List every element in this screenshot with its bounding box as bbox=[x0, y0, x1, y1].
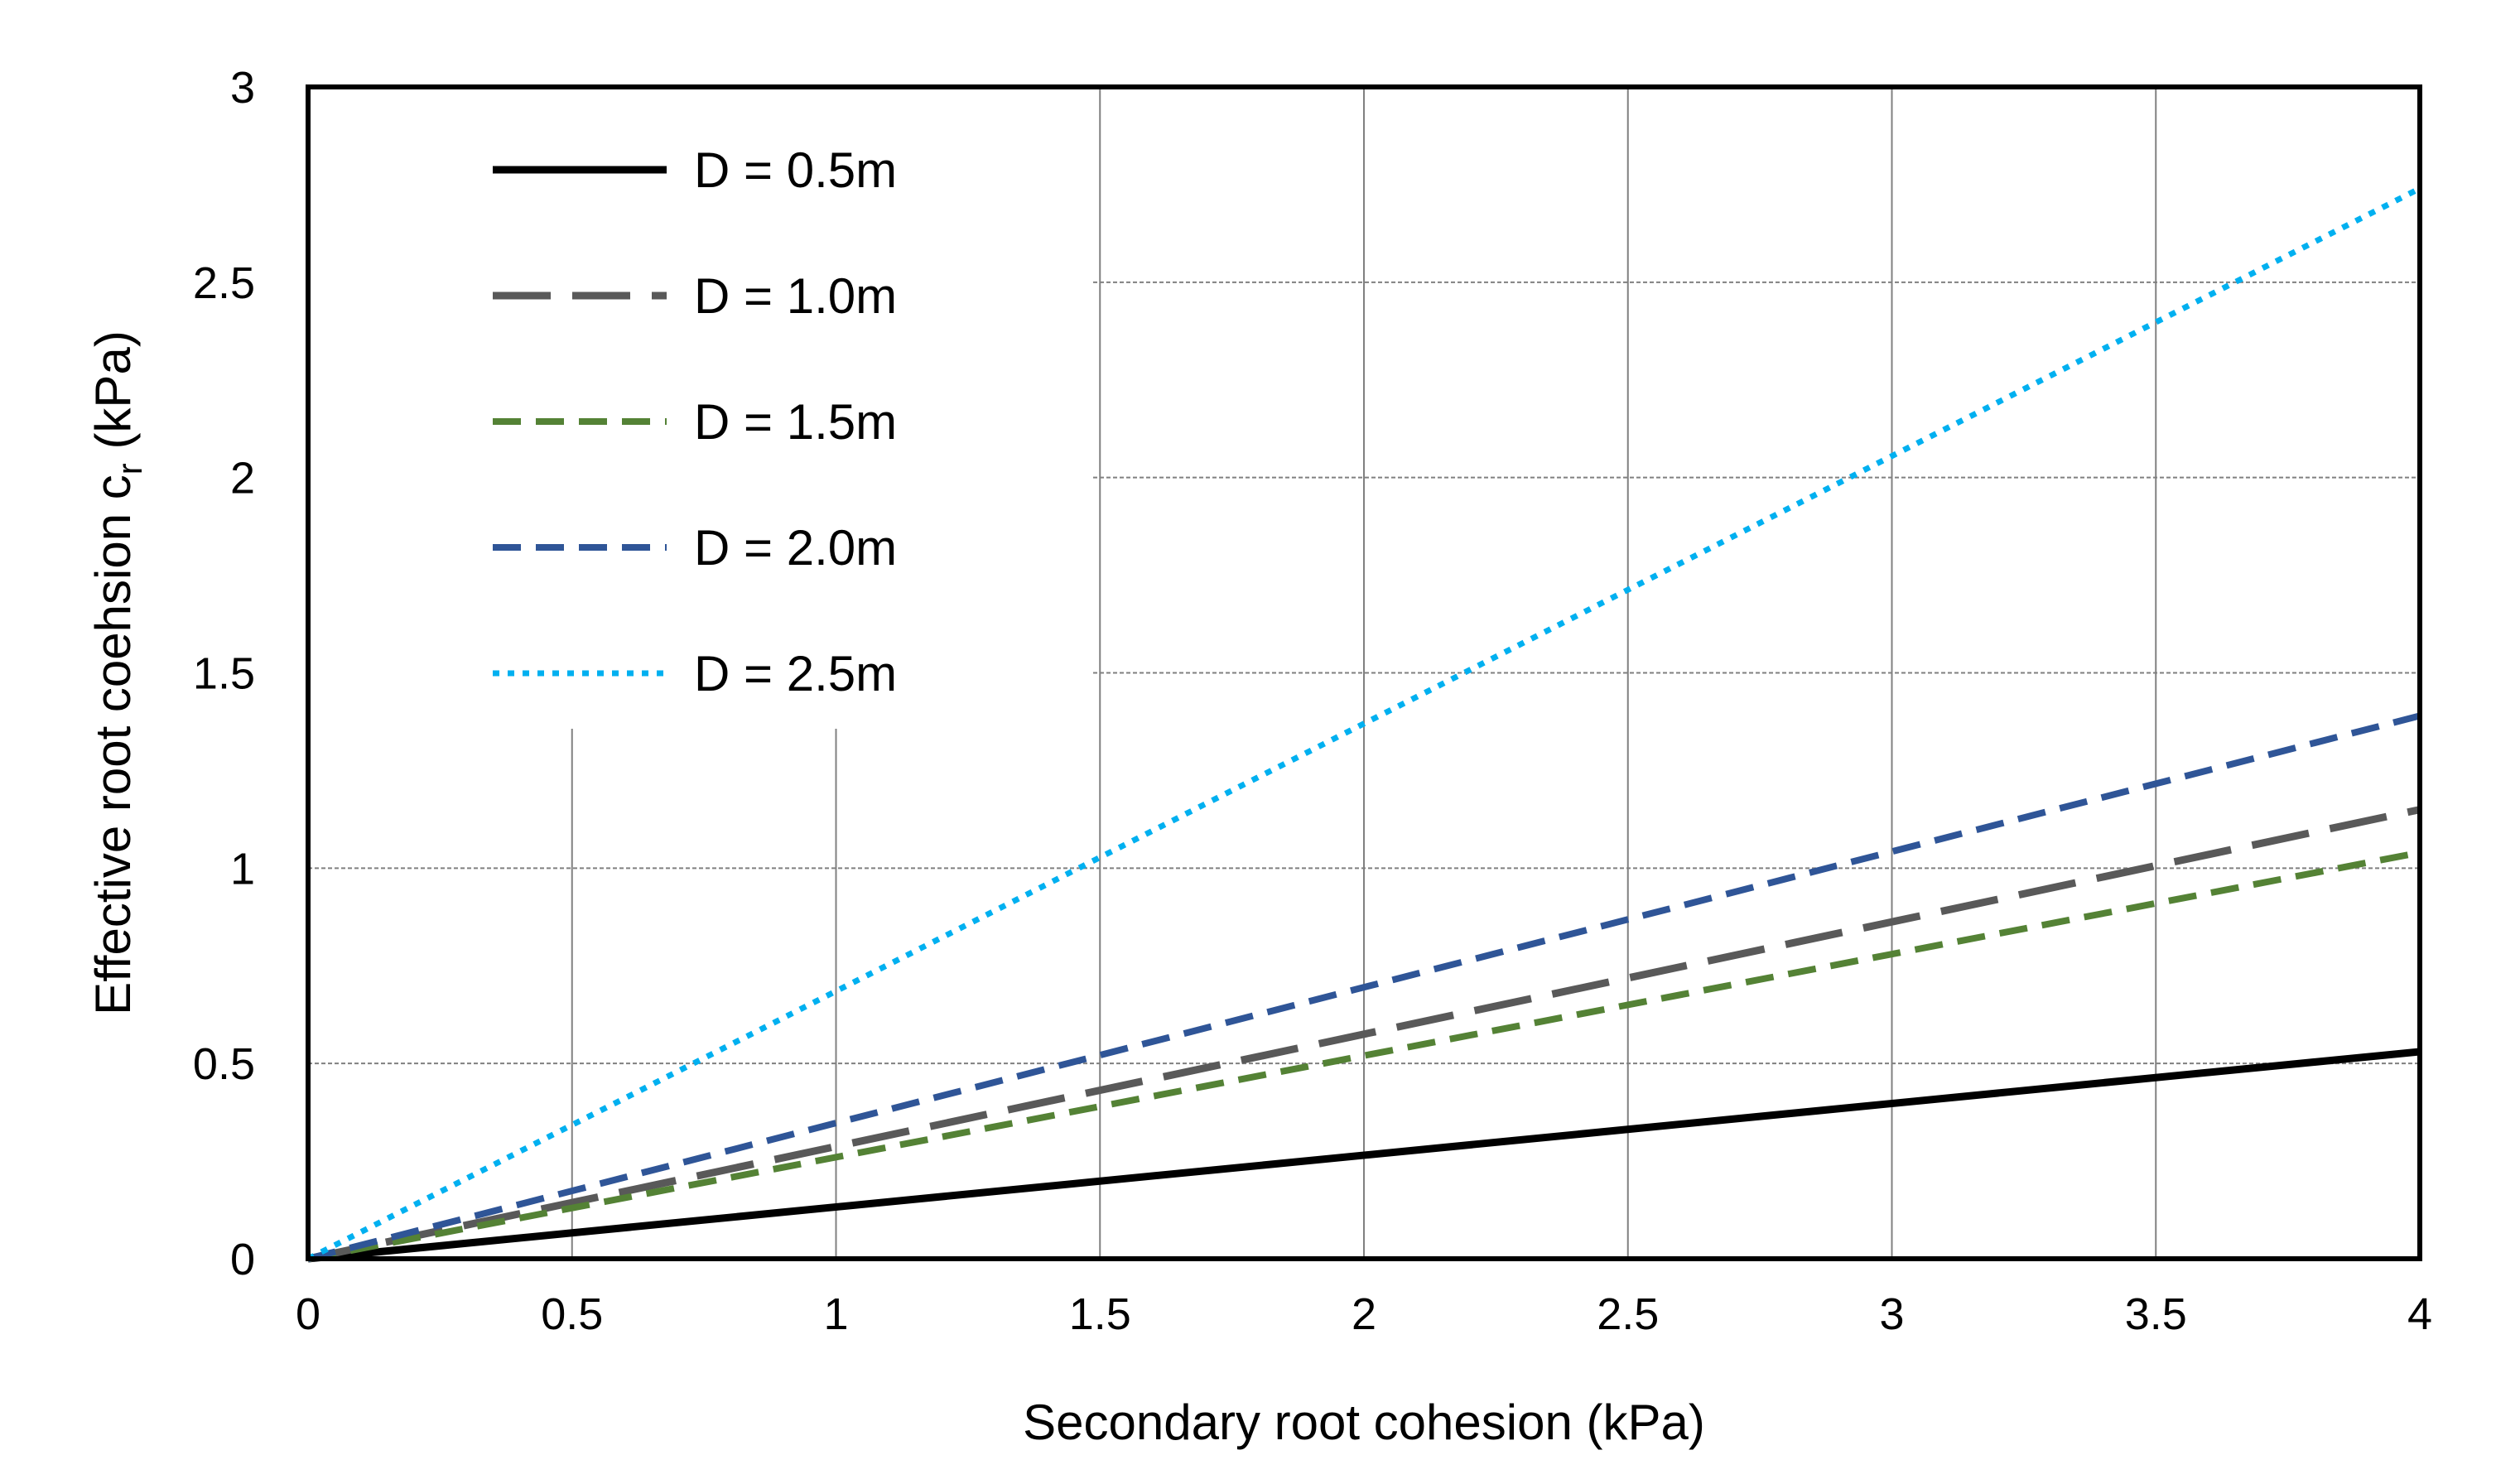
plot-frame bbox=[306, 84, 2422, 1261]
y-tick-label: 3 bbox=[230, 63, 255, 113]
series-line-2 bbox=[307, 806, 2421, 1263]
legend-label-1: D = 0.5m bbox=[694, 142, 897, 198]
legend: D = 0.5m D = 1.0m D = 1.5m D = 2.0m D = 2.5m bbox=[493, 142, 897, 701]
x-axis-title: Secondary root cohesion (kPa) bbox=[1023, 1395, 1705, 1450]
x-tick-label: 0.5 bbox=[541, 1289, 603, 1339]
series-line-5 bbox=[306, 186, 2421, 1262]
y-axis-title-unit: (kPa) bbox=[85, 330, 141, 463]
series-lines bbox=[306, 186, 2421, 1263]
x-tick-label: 1 bbox=[823, 1289, 848, 1339]
y-tick-label: 1 bbox=[230, 844, 255, 894]
legend-label-2: D = 1.0m bbox=[694, 268, 897, 324]
y-tick-label: 2 bbox=[230, 454, 255, 504]
legend-label-5: D = 2.5m bbox=[694, 646, 897, 701]
x-tick-label: 3.5 bbox=[2125, 1289, 2187, 1339]
x-tick-label: 3 bbox=[1879, 1289, 1904, 1339]
y-axis-ticks: 0 0.5 1 1.5 2 2.5 3 bbox=[193, 63, 255, 1284]
legend-label-4: D = 2.0m bbox=[694, 520, 897, 576]
series-line-3 bbox=[307, 849, 2421, 1262]
y-tick-label: 2.5 bbox=[193, 258, 255, 308]
x-tick-label: 4 bbox=[2407, 1289, 2432, 1339]
x-axis-ticks: 0 0.5 1 1.5 2 2.5 3 3.5 4 bbox=[296, 1289, 2432, 1339]
x-tick-label: 2.5 bbox=[1597, 1289, 1659, 1339]
y-axis-title: Effective root coehsion cr (kPa) bbox=[85, 330, 149, 1015]
x-tick-label: 2 bbox=[1352, 1289, 1376, 1339]
gridlines bbox=[308, 87, 2420, 1259]
y-tick-label: 0 bbox=[230, 1235, 255, 1284]
y-axis-title-subscript: r bbox=[110, 463, 149, 475]
legend-label-3: D = 1.5m bbox=[694, 394, 897, 450]
y-tick-label: 1.5 bbox=[193, 649, 255, 699]
x-tick-label: 1.5 bbox=[1069, 1289, 1131, 1339]
series-line-1 bbox=[307, 1048, 2421, 1263]
y-tick-label: 0.5 bbox=[193, 1039, 255, 1089]
series-line-4 bbox=[307, 712, 2421, 1262]
x-tick-label: 0 bbox=[296, 1289, 320, 1339]
y-axis-title-main: Effective root coehsion c bbox=[85, 475, 141, 1015]
